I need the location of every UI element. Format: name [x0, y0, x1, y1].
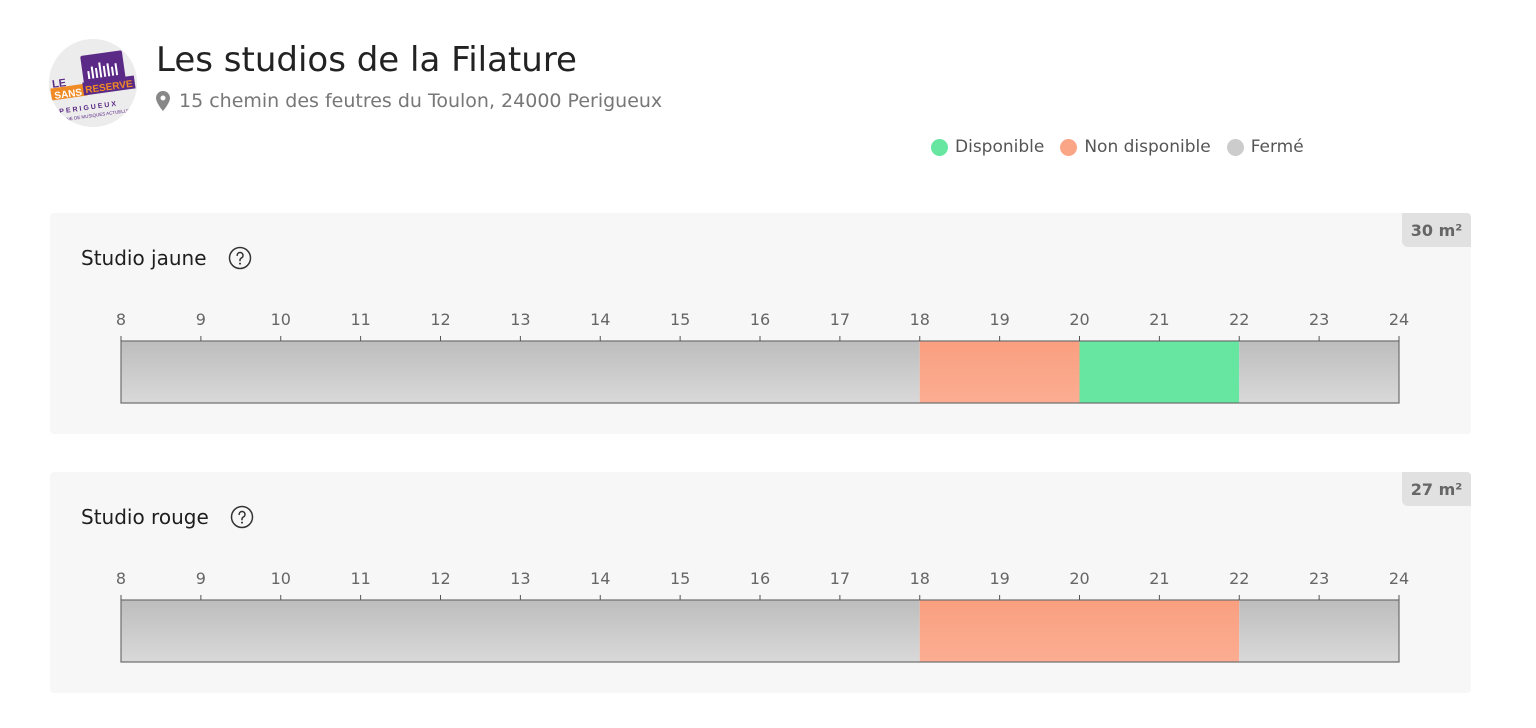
hour-label: 12: [430, 310, 450, 329]
hour-label: 21: [1149, 569, 1169, 588]
hour-label: 24: [1389, 569, 1409, 588]
timeslot-unavailable: [919, 341, 1080, 403]
studio-card: 8 9 10 11 12 13 14 15 16 17 18 19 20 21 22 23 24 27 m² S…: [50, 472, 1471, 693]
hour-label: 22: [1229, 310, 1249, 329]
hour-label: 19: [989, 310, 1009, 329]
hour-label: 12: [430, 569, 450, 588]
legend-item-closed: Fermé: [1226, 137, 1304, 157]
hour-label: 19: [989, 569, 1009, 588]
timeslot-available[interactable]: [1079, 341, 1240, 403]
hour-label: 20: [1069, 310, 1089, 329]
timeslot-closed: [121, 600, 920, 662]
hour-label: 10: [271, 569, 291, 588]
hour-label: 18: [910, 310, 930, 329]
venue-address: 15 chemin des feutres du Toulon, 24000 P…: [156, 90, 662, 112]
timeslot-unavailable: [919, 600, 1240, 662]
venue-address-text: 15 chemin des feutres du Toulon, 24000 P…: [179, 90, 663, 112]
legend-label-closed: Fermé: [1250, 137, 1304, 157]
legend-dot-closed: [1226, 138, 1244, 156]
availability-legend: Disponible Non disponible Fermé: [931, 137, 1304, 157]
hour-label: 16: [750, 310, 770, 329]
hour-label: 23: [1309, 310, 1329, 329]
studio-name-label: Studio rouge: [81, 505, 209, 529]
help-icon[interactable]: [230, 505, 254, 529]
legend-item-available: Disponible: [931, 137, 1044, 157]
studio-size-badge: 27 m²: [1402, 472, 1471, 506]
logo-image: LE SANS RESERVE PERIGUEUX SCENE DE MUSIQ…: [49, 39, 137, 127]
hour-label: 13: [510, 569, 530, 588]
hour-label: 22: [1229, 569, 1249, 588]
hour-label: 16: [750, 569, 770, 588]
map-pin-icon: [156, 91, 170, 111]
timeslot-closed: [1239, 341, 1399, 403]
timeslot-closed: [1239, 600, 1399, 662]
hour-label: 17: [830, 569, 850, 588]
logo-text-sans: SANS: [54, 87, 83, 102]
help-icon[interactable]: [228, 246, 252, 270]
hour-label: 10: [271, 310, 291, 329]
venue-title: Les studios de la Filature: [156, 40, 577, 80]
hour-label: 8: [116, 569, 126, 588]
studio-name: Studio rouge: [81, 505, 254, 529]
legend-label-available: Disponible: [955, 137, 1045, 157]
studio-timeline: 8 9 10 11 12 13 14 15 16 17 18 19 20 21 22 23 24: [116, 310, 1409, 404]
legend-label-unavailable: Non disponible: [1084, 137, 1211, 157]
hour-label: 17: [830, 310, 850, 329]
hour-label: 15: [670, 310, 690, 329]
hour-label: 9: [196, 569, 206, 588]
hour-label: 15: [670, 569, 690, 588]
hour-label: 21: [1149, 310, 1169, 329]
legend-item-unavailable: Non disponible: [1060, 137, 1211, 157]
studio-name: Studio jaune: [81, 246, 252, 270]
hour-label: 20: [1069, 569, 1089, 588]
studio-card: 8 9 10 11 12 13 14 15 16 17 18 19 20 21 22 23 24 30 m² S…: [50, 213, 1471, 434]
legend-dot-unavailable: [1060, 138, 1078, 156]
hour-label: 23: [1309, 569, 1329, 588]
venue-logo: LE SANS RESERVE PERIGUEUX SCENE DE MUSIQ…: [49, 39, 137, 127]
legend-dot-available: [931, 138, 948, 156]
hour-label: 8: [116, 310, 126, 329]
hour-label: 9: [196, 310, 206, 329]
hour-label: 11: [350, 310, 370, 329]
studio-size-badge: 30 m²: [1402, 213, 1471, 247]
hour-label: 11: [350, 569, 370, 588]
hour-label: 14: [590, 569, 610, 588]
hour-label: 24: [1389, 310, 1409, 329]
hour-label: 13: [510, 310, 530, 329]
hour-label: 18: [910, 569, 930, 588]
timeslot-closed: [121, 341, 920, 403]
studio-name-label: Studio jaune: [81, 246, 207, 270]
hour-label: 14: [590, 310, 610, 329]
studio-timeline: 8 9 10 11 12 13 14 15 16 17 18 19 20 21 22 23 24: [116, 569, 1409, 663]
